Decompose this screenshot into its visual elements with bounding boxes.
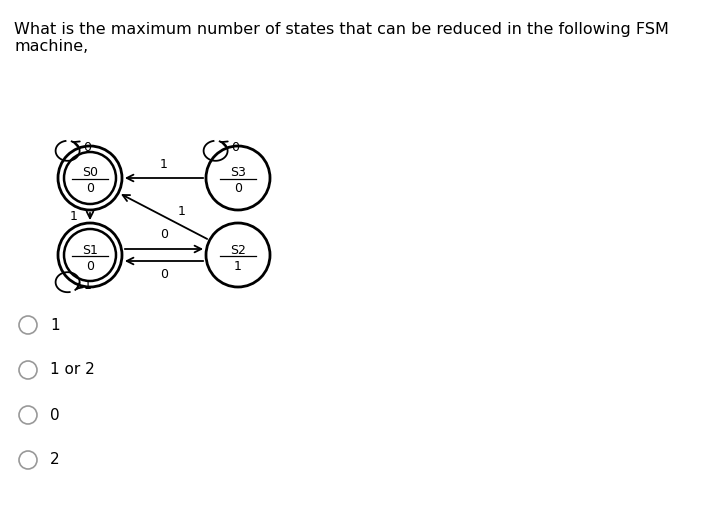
Text: 0: 0 [234,183,242,196]
Text: 1: 1 [178,205,186,218]
Text: 1: 1 [160,159,168,172]
Text: S1: S1 [82,243,98,256]
Text: 0: 0 [84,141,92,154]
Circle shape [206,146,270,210]
Text: S3: S3 [230,166,246,179]
Text: 0: 0 [86,183,94,196]
Text: S2: S2 [230,243,246,256]
Text: 0: 0 [160,228,168,241]
Text: 1: 1 [234,259,242,272]
Circle shape [58,146,122,210]
Text: 0: 0 [50,408,60,422]
Text: 1: 1 [50,318,60,332]
Text: 0: 0 [160,268,168,281]
Text: 0: 0 [232,141,240,154]
Text: 1 or 2: 1 or 2 [50,362,95,378]
Text: 1: 1 [84,279,92,292]
Circle shape [58,223,122,287]
Circle shape [206,223,270,287]
Text: What is the maximum number of states that can be reduced in the following FSM: What is the maximum number of states tha… [14,22,669,37]
Text: 0: 0 [86,259,94,272]
Text: 1: 1 [70,210,78,223]
Text: 2: 2 [50,452,60,467]
Text: S0: S0 [82,166,98,179]
Text: machine,: machine, [14,39,88,54]
